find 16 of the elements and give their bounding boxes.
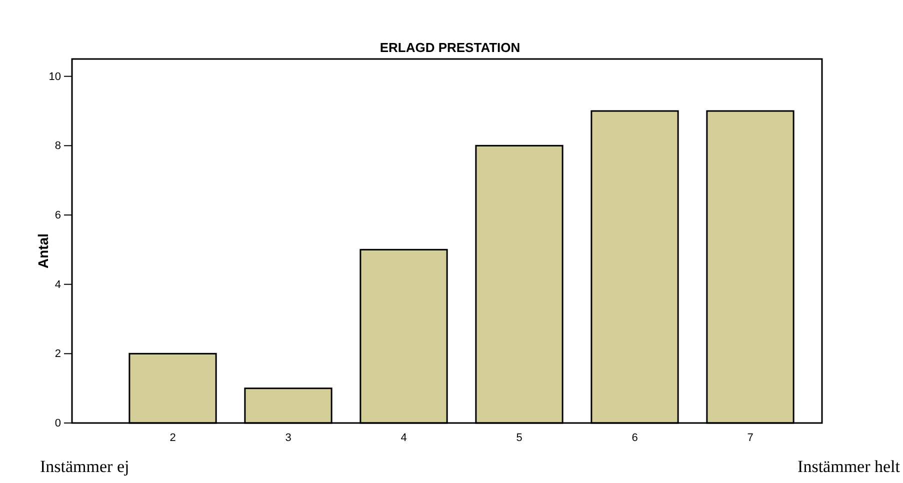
text: Instämmer helt (798, 457, 900, 476)
x-tick-label: 6 (632, 432, 638, 444)
x-tick-label: 5 (516, 432, 522, 444)
y-tick-label: 2 (54, 348, 61, 360)
y-tick-label: 6 (54, 210, 61, 222)
x-tick-label: 4 (400, 432, 407, 444)
y-tick-label: 10 (48, 70, 61, 83)
y-tick-label: 4 (54, 278, 61, 291)
x-tick-label: 2 (170, 432, 176, 444)
y-tick-label: 8 (54, 140, 61, 152)
text: Instämmer ej (40, 457, 130, 476)
x-tick-label: 7 (747, 432, 754, 444)
y-tick-label: 0 (54, 418, 61, 430)
y-axis-title: Antal (35, 234, 51, 268)
chart-title: ERLAGD PRESTATION (380, 40, 520, 55)
x-tick-label: 3 (285, 432, 292, 444)
